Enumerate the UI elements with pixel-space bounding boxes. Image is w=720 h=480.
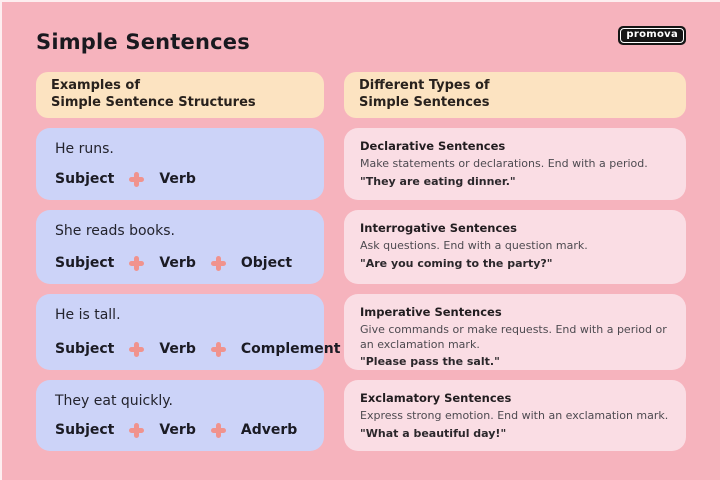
type-title: Declarative Sentences: [360, 139, 506, 153]
type-example-sentence: "Are you coming to the party?": [360, 256, 553, 270]
structure-part-label: Subject: [55, 171, 115, 187]
page-title: Simple Sentences: [36, 30, 250, 54]
example-sentence: She reads books.: [55, 223, 175, 239]
type-description: Ask questions. End with a question mark.: [360, 239, 588, 252]
content-columns: Examples of Simple Sentence Structures H…: [36, 72, 686, 451]
structure-part-label: Verb: [159, 422, 196, 438]
promova-logo: promova: [618, 26, 686, 45]
sentence-structure-row: Subject Verb Complement: [55, 341, 340, 357]
type-example-sentence: "Please pass the salt.": [360, 355, 500, 369]
examples-header-line1: Examples of: [51, 78, 141, 94]
sentence-structure-row: Subject Verb Adverb: [55, 422, 305, 438]
types-header-line1: Different Types of: [359, 78, 490, 94]
plus-icon: [210, 341, 226, 357]
type-card-interrogative: Interrogative Sentences Ask questions. E…: [344, 210, 686, 284]
types-column: Different Types of Simple Sentences Decl…: [344, 72, 686, 451]
plus-icon: [129, 341, 145, 357]
type-description: Express strong emotion. End with an excl…: [360, 409, 669, 422]
type-title: Exclamatory Sentences: [360, 391, 512, 405]
plus-icon: [129, 171, 145, 187]
structure-part-label: Adverb: [240, 422, 298, 438]
structure-part-label: Subject: [55, 341, 115, 357]
examples-header-line2: Simple Sentence Structures: [51, 95, 256, 110]
structure-part-label: Complement: [240, 341, 341, 357]
structure-part-label: Object: [240, 255, 293, 271]
types-column-header: Different Types of Simple Sentences: [344, 72, 686, 118]
structure-part-label: Subject: [55, 422, 115, 438]
example-card-subject-verb: He runs. Subject Verb: [36, 128, 324, 200]
plus-icon: [129, 422, 145, 438]
top-bar: Simple Sentences promova: [36, 24, 686, 68]
type-description: Make statements or declarations. End wit…: [360, 157, 648, 170]
type-title: Imperative Sentences: [360, 305, 502, 319]
example-sentence: They eat quickly.: [55, 393, 173, 409]
type-card-exclamatory: Exclamatory Sentences Express strong emo…: [344, 380, 686, 451]
type-card-imperative: Imperative Sentences Give commands or ma…: [344, 294, 686, 370]
plus-icon: [129, 255, 145, 271]
plus-icon: [210, 422, 226, 438]
examples-column-header: Examples of Simple Sentence Structures: [36, 72, 324, 118]
structure-part-label: Verb: [159, 255, 196, 271]
structure-part-label: Subject: [55, 255, 115, 271]
type-example-sentence: "They are eating dinner.": [360, 174, 516, 188]
structure-part-label: Verb: [159, 171, 196, 187]
example-card-subject-verb-complement: He is tall. Subject Verb Complement: [36, 294, 340, 370]
example-sentence: He runs.: [55, 141, 114, 157]
plus-icon: [210, 255, 226, 271]
sentence-structure-row: Subject Verb Object: [55, 255, 305, 271]
sentence-structure-row: Subject Verb: [55, 171, 305, 187]
type-description: Give commands or make requests. End with…: [360, 323, 667, 351]
type-card-declarative: Declarative Sentences Make statements or…: [344, 128, 686, 200]
examples-column: Examples of Simple Sentence Structures H…: [36, 72, 340, 451]
example-sentence: He is tall.: [55, 307, 121, 323]
example-card-subject-verb-adverb: They eat quickly. Subject Verb Adverb: [36, 380, 324, 451]
type-example-sentence: "What a beautiful day!": [360, 426, 507, 440]
example-card-subject-verb-object: She reads books. Subject Verb Object: [36, 210, 324, 284]
promova-logo-text: promova: [620, 28, 684, 43]
type-title: Interrogative Sentences: [360, 221, 517, 235]
structure-part-label: Verb: [159, 341, 196, 357]
types-header-line2: Simple Sentences: [359, 95, 490, 110]
